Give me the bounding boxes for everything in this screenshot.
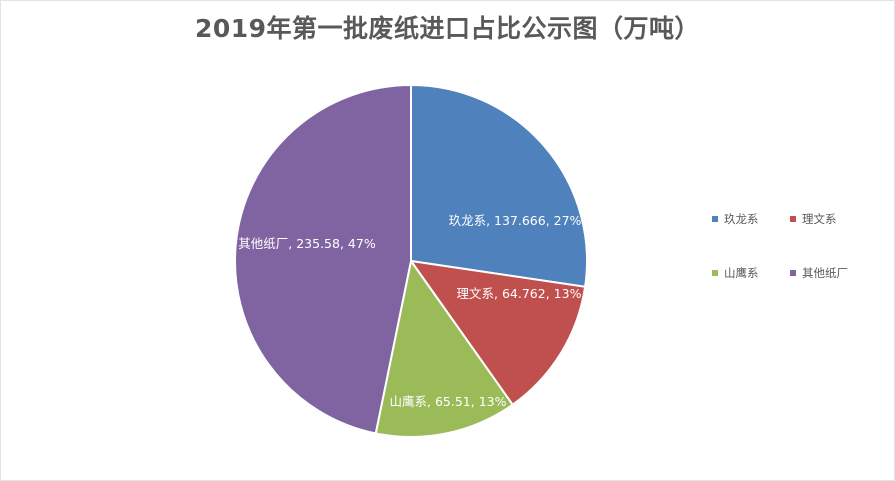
legend-label-shanying: 山鹰系 — [724, 266, 759, 280]
legend-label-liwen: 理文系 — [802, 212, 837, 226]
pie-slice-others — [234, 83, 412, 435]
legend-label-jiulong: 玖龙系 — [724, 212, 759, 226]
pie-slice-liwen — [408, 259, 587, 407]
pie-slice-jiulong — [410, 83, 588, 288]
slice-label-shanying: 山鹰系, 65.51, 13% — [390, 394, 507, 409]
legend-swatch-others — [790, 270, 796, 276]
legend-swatch-liwen — [790, 216, 796, 222]
legend-item-shanying: 山鹰系 — [712, 265, 790, 281]
slice-label-others: 其他纸厂, 235.58, 47% — [238, 236, 376, 251]
legend-swatch-shanying — [712, 270, 718, 276]
chart-legend: 玖龙系 理文系 山鹰系 其他纸厂 — [712, 211, 882, 281]
legend-item-liwen: 理文系 — [790, 211, 870, 227]
legend-swatch-jiulong — [712, 216, 718, 222]
legend-item-others: 其他纸厂 — [790, 265, 870, 281]
slice-label-jiulong: 玖龙系, 137.666, 27% — [449, 213, 582, 228]
slice-label-liwen: 理文系, 64.762, 13% — [457, 286, 582, 301]
pie-slice-shanying — [374, 258, 515, 438]
chart-title: 2019年第一批废纸进口占比公示图（万吨） — [194, 14, 701, 43]
legend-label-others: 其他纸厂 — [802, 266, 848, 280]
legend-item-jiulong: 玖龙系 — [712, 211, 790, 227]
